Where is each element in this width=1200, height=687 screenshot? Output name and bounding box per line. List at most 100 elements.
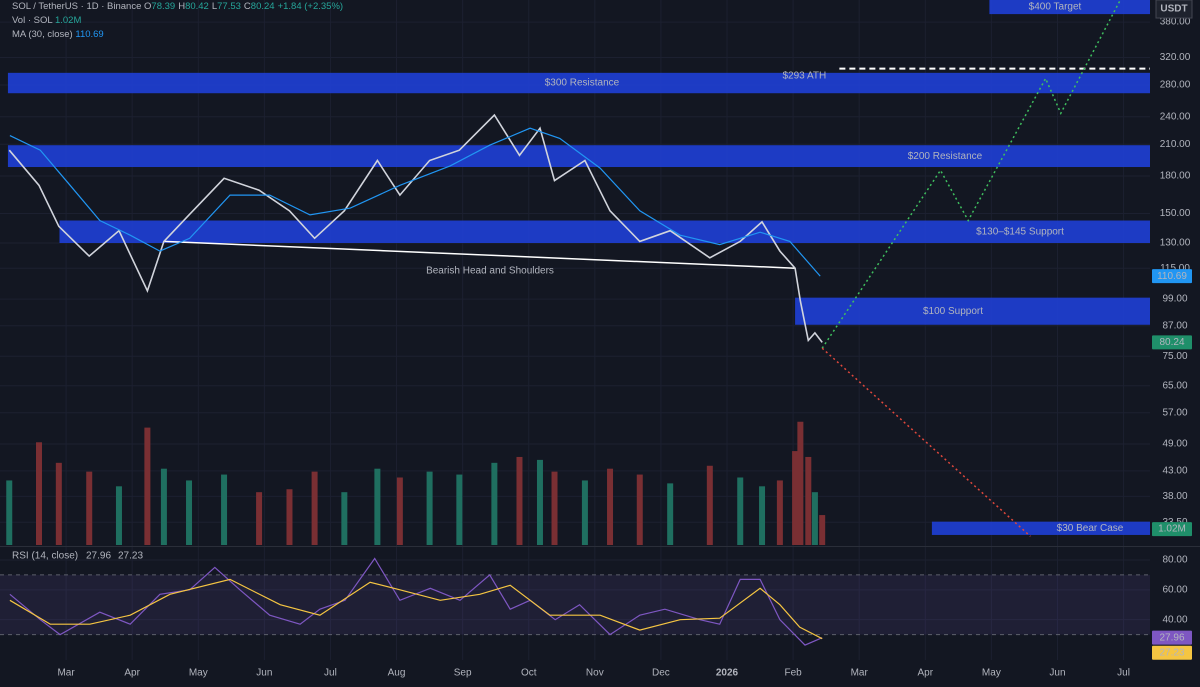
y-tick-label: 320.00 bbox=[1160, 52, 1191, 63]
symbol-row: SOL / TetherUS · 1D · Binance O78.39 H80.… bbox=[12, 0, 346, 14]
volume-bar bbox=[311, 471, 318, 545]
rsi-ma-value: 27.23 bbox=[118, 551, 143, 562]
y-tick-label: 380.00 bbox=[1160, 17, 1191, 28]
volume-bar bbox=[256, 492, 263, 545]
x-tick-label: 2026 bbox=[716, 668, 739, 679]
zone bbox=[931, 521, 1150, 535]
y-tick-label: 49.00 bbox=[1162, 439, 1187, 450]
zone-label: $400 Target bbox=[1029, 2, 1082, 13]
volume-bar bbox=[811, 492, 818, 545]
volume-value: 1.02M bbox=[54, 15, 82, 26]
y-tick-label: 240.00 bbox=[1160, 111, 1191, 122]
ma-value: 110.69 bbox=[75, 29, 104, 40]
x-tick-label: Sep bbox=[454, 668, 472, 679]
volume-bar bbox=[286, 489, 293, 545]
legend: SOL / TetherUS · 1D · Binance O78.39 H80.… bbox=[12, 0, 346, 42]
rsi-value: 27.96 bbox=[86, 551, 111, 562]
y-tick-label: 38.00 bbox=[1162, 491, 1187, 502]
x-tick-label: Feb bbox=[784, 668, 802, 679]
ma-tag-bg bbox=[1152, 269, 1192, 284]
volume-tag: 1.02M bbox=[1158, 524, 1186, 535]
volume-bar bbox=[35, 442, 42, 545]
zone bbox=[59, 220, 1150, 243]
zone-label: $130–$145 Support bbox=[976, 226, 1064, 237]
y-tick-label: 60.00 bbox=[1162, 584, 1187, 595]
x-tick-label: Dec bbox=[652, 668, 670, 679]
volume-tag-bg bbox=[1152, 522, 1192, 537]
x-tick-label: Apr bbox=[124, 668, 140, 679]
volume-bar bbox=[426, 471, 433, 545]
volume-bar bbox=[819, 515, 826, 545]
volume-bar bbox=[805, 456, 812, 545]
x-tick-label: Jul bbox=[1117, 668, 1130, 679]
x-tick-label: Aug bbox=[388, 668, 406, 679]
y-tick-label: 75.00 bbox=[1162, 351, 1187, 362]
rsi-ma-tag-bg bbox=[1152, 645, 1192, 660]
quote-bg bbox=[1155, 0, 1193, 19]
projection bbox=[821, 347, 1031, 537]
projection bbox=[821, 0, 1121, 349]
volume-row: Vol · SOL 1.02M bbox=[12, 14, 346, 28]
ohlc-value: 77.53 bbox=[217, 1, 241, 12]
ohlc-value: 80.24 bbox=[250, 1, 275, 12]
volume-bar bbox=[607, 468, 614, 545]
y-tick-label: 87.00 bbox=[1162, 320, 1187, 331]
y-tick-label: 280.00 bbox=[1160, 80, 1191, 91]
rsi-ma-tag: 27.23 bbox=[1159, 647, 1184, 658]
series-line bbox=[9, 557, 823, 646]
series-line bbox=[8, 113, 823, 343]
rsi-tag-bg bbox=[1152, 630, 1192, 645]
y-tick-label: 115.00 bbox=[1160, 263, 1190, 274]
y-tick-label: 65.00 bbox=[1162, 380, 1187, 391]
volume-bar bbox=[6, 480, 13, 545]
y-tick-label: 130.00 bbox=[1160, 238, 1191, 249]
zone-label: $100 Support bbox=[923, 306, 983, 317]
ohlc: O78.39 H80.42 L77.53 C80.24 bbox=[144, 1, 278, 12]
volume-bar bbox=[737, 477, 744, 545]
series-line bbox=[9, 127, 821, 277]
rsi-name: RSI (14, close) bbox=[12, 551, 78, 562]
rsi-tag: 27.96 bbox=[1159, 632, 1184, 643]
volume-bar bbox=[776, 480, 783, 545]
volume-bar bbox=[581, 480, 588, 545]
zone bbox=[795, 297, 1150, 325]
neckline-label: Bearish Head and Shoulders bbox=[426, 266, 554, 277]
quote: USDT bbox=[1160, 4, 1187, 15]
ma-row: MA (30, close) 110.69 bbox=[12, 28, 346, 42]
zone bbox=[7, 145, 1151, 168]
y-tick-label: 40.00 bbox=[1162, 614, 1187, 625]
change: +1.84 (+2.35%) bbox=[277, 1, 344, 12]
rsi-band bbox=[0, 574, 1150, 635]
x-tick-label: May bbox=[982, 668, 1001, 679]
x-tick-label: Jul bbox=[324, 668, 337, 679]
volume-bar bbox=[221, 474, 228, 545]
volume-bar bbox=[759, 486, 766, 545]
volume-bar bbox=[797, 421, 804, 545]
zone-label: $30 Bear Case bbox=[1057, 523, 1124, 534]
ohlc-label: H bbox=[178, 1, 186, 12]
price-tag-bg bbox=[1152, 335, 1192, 350]
y-tick-label: 57.00 bbox=[1162, 407, 1187, 418]
volume-bar bbox=[86, 471, 93, 545]
volume-bar bbox=[536, 459, 543, 545]
x-tick-label: Apr bbox=[918, 668, 934, 679]
x-tick-label: Jun bbox=[1049, 668, 1065, 679]
volume-bar bbox=[491, 462, 498, 545]
ohlc-label: O bbox=[144, 1, 152, 12]
y-tick-label: 80.00 bbox=[1162, 555, 1187, 566]
ma-tag: 110.69 bbox=[1157, 271, 1187, 282]
volume-bar bbox=[160, 468, 167, 545]
x-tick-label: Nov bbox=[586, 668, 604, 679]
x-tick-label: Mar bbox=[57, 668, 75, 679]
x-tick-label: Jun bbox=[256, 668, 272, 679]
volume-bar bbox=[115, 486, 122, 545]
volume-bar bbox=[636, 474, 643, 545]
volume-bar bbox=[456, 474, 463, 545]
price-tag: 80.24 bbox=[1159, 337, 1184, 348]
volume-bar bbox=[706, 465, 713, 545]
symbol: SOL / TetherUS · 1D · Binance bbox=[12, 1, 142, 12]
neckline bbox=[163, 240, 796, 269]
